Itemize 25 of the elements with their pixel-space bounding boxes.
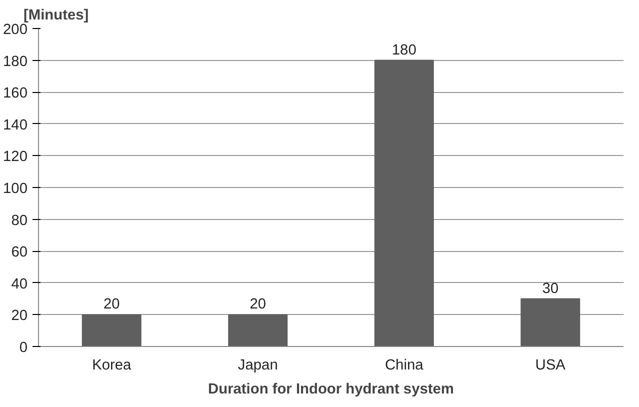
y-tick-label: 120 <box>3 149 28 166</box>
y-tick-label: 80 <box>11 212 28 229</box>
y-tick-label: 0 <box>19 340 28 356</box>
data-label: 30 <box>542 280 559 297</box>
data-label: 180 <box>392 42 416 58</box>
x-tick-label: Korea <box>92 358 132 374</box>
data-label: 20 <box>250 296 266 313</box>
y-tick-label: 60 <box>11 244 28 261</box>
bar <box>82 314 142 346</box>
x-axis-title: Duration for Indoor hydrant system <box>208 382 454 398</box>
x-tick-label: USA <box>535 358 566 374</box>
bar <box>228 314 288 346</box>
bar <box>520 298 580 346</box>
x-tick-label: China <box>384 358 424 374</box>
x-tick-label: Japan <box>238 358 278 374</box>
data-label: 20 <box>103 296 120 313</box>
y-tick-label: 140 <box>3 117 28 134</box>
y-tick-label: 200 <box>3 22 28 38</box>
y-tick-label: 40 <box>11 276 28 292</box>
y-tick-label: 100 <box>3 181 28 197</box>
y-tick-label: 180 <box>3 54 28 70</box>
y-tick-label: 20 <box>11 308 28 324</box>
y-axis-title: [Minutes] <box>24 8 89 24</box>
bar <box>374 60 434 346</box>
y-tick-label: 160 <box>3 86 28 102</box>
